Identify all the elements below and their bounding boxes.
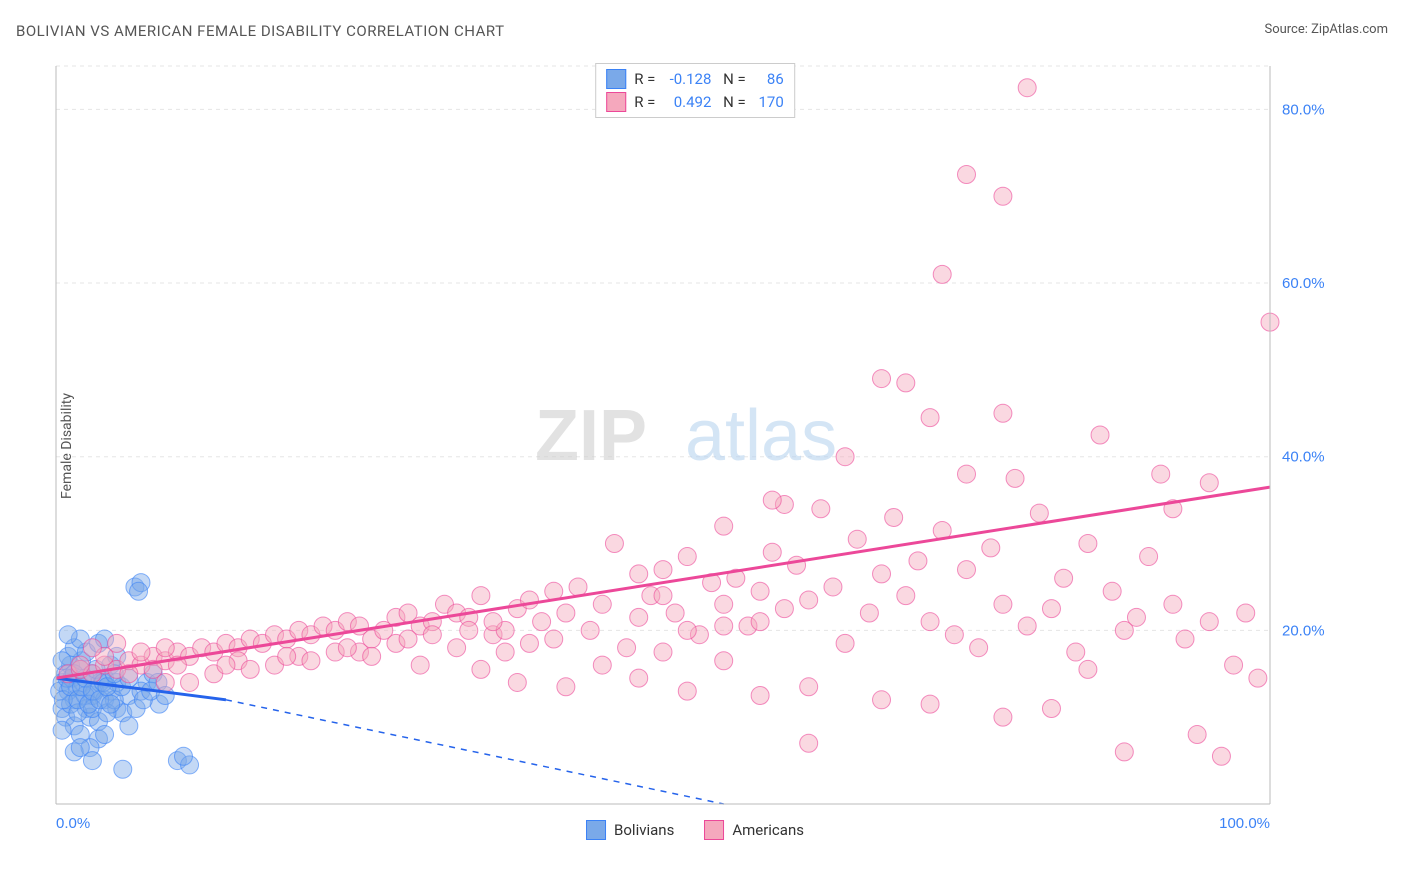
chart-svg: ZIP atlas 20.0% 40.0% 60.0% 80.0% 0.0% 100.0% [50, 60, 1340, 840]
r-label: R = [634, 91, 655, 114]
chart-container: BOLIVIAN VS AMERICAN FEMALE DISABILITY C… [0, 0, 1406, 892]
chart-title: BOLIVIAN VS AMERICAN FEMALE DISABILITY C… [16, 22, 505, 40]
legend-swatch-americans [704, 820, 724, 840]
legend-item-americans: Americans [704, 820, 804, 840]
n-label: N = [719, 91, 745, 114]
stats-legend-box: R = -0.128 N = 86 R = 0.492 N = 170 [595, 63, 795, 118]
svg-text:80.0%: 80.0% [1282, 101, 1325, 118]
legend-label-bolivians: Bolivians [614, 821, 674, 839]
source-attribution: Source: ZipAtlas.com [1264, 22, 1388, 37]
bottom-legend: Bolivians Americans [586, 820, 804, 840]
n-label: N = [719, 68, 745, 91]
svg-text:ZIP: ZIP [535, 396, 647, 476]
legend-label-americans: Americans [732, 821, 804, 839]
svg-text:60.0%: 60.0% [1282, 275, 1325, 292]
legend-swatch-bolivians [586, 820, 606, 840]
source-label: Source: [1264, 22, 1311, 37]
svg-text:40.0%: 40.0% [1282, 449, 1325, 466]
svg-text:100.0%: 100.0% [1219, 815, 1270, 832]
source-name: ZipAtlas.com [1311, 22, 1388, 37]
n-value-bolivians: 86 [754, 68, 784, 91]
svg-text:20.0%: 20.0% [1282, 622, 1325, 639]
legend-item-bolivians: Bolivians [586, 820, 674, 840]
r-value-americans: 0.492 [663, 91, 711, 114]
svg-text:0.0%: 0.0% [56, 815, 90, 832]
svg-text:atlas: atlas [685, 396, 837, 476]
r-value-bolivians: -0.128 [663, 68, 711, 91]
plot-area: ZIP atlas 20.0% 40.0% 60.0% 80.0% 0.0% 100.0% R… [50, 60, 1340, 840]
stats-row-americans: R = 0.492 N = 170 [606, 91, 784, 114]
n-value-americans: 170 [754, 91, 784, 114]
swatch-bolivians [606, 69, 626, 89]
swatch-americans [606, 92, 626, 112]
r-label: R = [634, 68, 655, 91]
stats-row-bolivians: R = -0.128 N = 86 [606, 68, 784, 91]
